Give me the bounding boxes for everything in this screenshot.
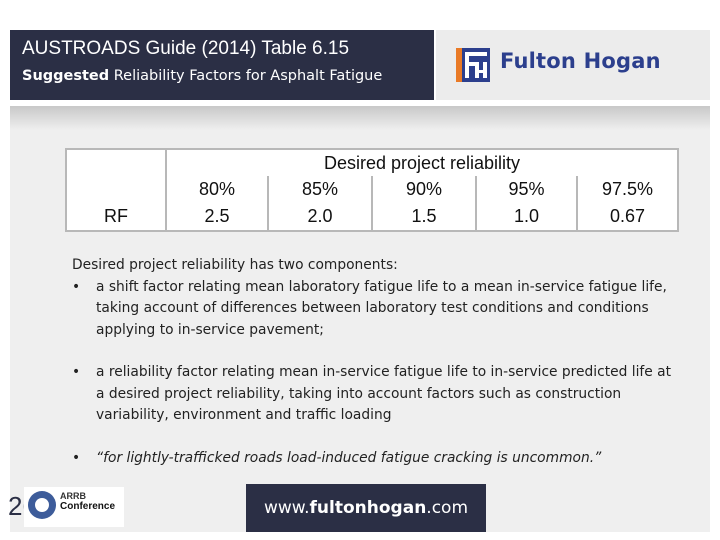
url-suffix: .com [426, 498, 469, 518]
subtitle-emphasis: Suggested [22, 68, 110, 84]
bullet-list: • a shift factor relating mean laboratory… [72, 277, 682, 470]
bullet-quote: “for lightly-trafficked roads load-induc… [96, 449, 602, 466]
table-blank-cell [65, 176, 167, 203]
table-percentage-cell: 80% [165, 176, 269, 203]
footer-url-bar: www.fultonhogan.com [246, 484, 486, 532]
bullet-item: • “for lightly-trafficked roads load-indu… [72, 448, 682, 470]
table-percentage-cell: 90% [371, 176, 477, 203]
fulton-hogan-logo-icon [456, 48, 490, 82]
bullet-item: • a reliability factor relating mean in-s… [72, 362, 682, 427]
table-value-cell: 0.67 [575, 203, 680, 232]
website-link[interactable]: www.fultonhogan.com [246, 498, 486, 518]
arrb-logo-line2: Conference [60, 501, 116, 512]
bullet-text: a shift factor relating mean laboratory … [96, 278, 667, 338]
table-percentage-cell: 97.5% [575, 176, 680, 203]
bullet-item: • a shift factor relating mean laboratory… [72, 277, 682, 342]
table-row-label: RF [65, 203, 167, 232]
bullet-icon: • [72, 449, 81, 466]
reliability-factor-table: Desired project reliability 80% 85% 90% … [65, 148, 680, 232]
table-value-cell: 1.0 [475, 203, 578, 232]
arrb-emblem-icon [28, 491, 56, 519]
lead-sentence: Desired project reliability has two comp… [72, 257, 398, 273]
logo-banner: Fulton Hogan [436, 30, 710, 100]
url-domain: fultonhogan [309, 498, 427, 518]
bullet-icon: • [72, 278, 81, 295]
slide-subtitle: Suggested Reliability Factors for Asphal… [22, 68, 382, 84]
table-corner-cell [65, 148, 167, 176]
bullet-text: a reliability factor relating mean in-se… [96, 364, 672, 423]
title-banner: AUSTROADS Guide (2014) Table 6.15 Sugges… [10, 30, 434, 100]
table-value-cell: 2.0 [267, 203, 373, 232]
table-value-cell: 2.5 [165, 203, 269, 232]
url-prefix: www. [263, 498, 310, 518]
bullet-icon: • [72, 364, 81, 380]
slide-title: AUSTROADS Guide (2014) Table 6.15 [22, 38, 350, 59]
table-heading: Desired project reliability [164, 148, 680, 176]
table-percentage-cell: 85% [267, 176, 373, 203]
table-value-cell: 1.5 [371, 203, 477, 232]
arrb-logo-line1: ARRB [60, 491, 86, 501]
logo-text: Fulton Hogan [500, 49, 661, 73]
arrb-conference-logo: ARRB Conference [24, 487, 124, 527]
table-percentage-cell: 95% [475, 176, 578, 203]
body-text: Desired project reliability has two comp… [72, 255, 682, 469]
subtitle-text: Reliability Factors for Asphalt Fatigue [109, 68, 383, 84]
